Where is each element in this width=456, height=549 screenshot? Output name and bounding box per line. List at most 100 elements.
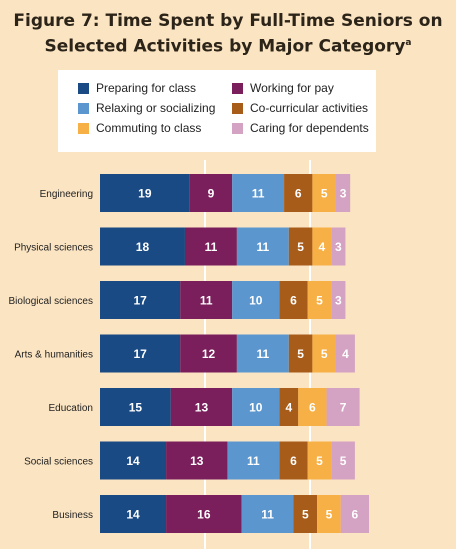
data-label: 3 (335, 240, 342, 254)
data-label: 5 (326, 508, 333, 522)
bar-segment (307, 441, 332, 480)
data-label: 9 (208, 187, 215, 201)
bar-segment (241, 495, 294, 533)
legend-swatch (78, 102, 89, 114)
data-label: 3 (335, 294, 342, 308)
data-label: 15 (129, 401, 143, 415)
legend: Preparing for class Working for pay Relaxi… (58, 70, 376, 152)
data-label: 6 (290, 294, 297, 308)
bar-segment (232, 388, 280, 426)
bar-segment (279, 441, 308, 480)
data-label: 11 (247, 454, 260, 468)
bar-segment (331, 281, 346, 319)
data-label: 11 (200, 294, 213, 308)
bar-segment (317, 495, 341, 533)
legend-item: Caring for dependents (232, 120, 369, 136)
data-label: 7 (340, 401, 347, 415)
data-label: 5 (297, 347, 304, 361)
category-label: Business (52, 510, 93, 521)
bar-segment (232, 174, 285, 212)
legend-item: Co-curricular activities (232, 100, 368, 116)
category-label: Physical sciences (14, 243, 93, 254)
data-label: 5 (316, 454, 323, 468)
legend-swatch (232, 122, 243, 134)
legend-swatch (78, 82, 89, 94)
bar-segment (331, 227, 346, 266)
legend-label: Preparing for class (96, 81, 197, 95)
category-label: Engineering (40, 189, 93, 200)
category-label: Education (49, 403, 93, 414)
data-label: 11 (256, 240, 269, 254)
bar-segment (170, 388, 233, 426)
bar-segment (166, 441, 228, 480)
bar-segment (100, 388, 171, 426)
data-label: 10 (249, 294, 263, 308)
legend-label: Commuting to class (96, 121, 202, 135)
legend-label: Caring for dependents (250, 121, 369, 135)
legend-label: Co-curricular activities (250, 101, 369, 115)
data-label: 5 (302, 508, 309, 522)
bar-segment (326, 388, 360, 426)
bar-segment (288, 334, 313, 373)
bar-segment (166, 495, 242, 533)
data-label: 17 (133, 347, 147, 361)
bar-segment (288, 227, 313, 266)
legend-swatch (232, 82, 243, 94)
bar-segment (100, 441, 167, 480)
bar-segment (312, 227, 332, 266)
category-label: Biological sciences (9, 296, 94, 307)
data-label: 4 (342, 347, 349, 361)
data-label: 6 (309, 401, 316, 415)
data-label: 3 (340, 187, 347, 201)
data-label: 13 (195, 401, 209, 415)
title-footnote-marker: a (405, 38, 412, 48)
data-label: 13 (190, 454, 204, 468)
data-label: 5 (340, 454, 347, 468)
bar-segment (293, 495, 318, 533)
category-label: Arts & humanities (15, 350, 93, 361)
bar-segment (298, 388, 327, 426)
bar-segment (180, 281, 233, 319)
legend-swatch (232, 102, 243, 114)
data-label: 6 (290, 454, 297, 468)
chart-title: Figure 7: Time Spent by Full-Time Senior… (0, 10, 456, 58)
legend-item: Relaxing or socializing (78, 100, 215, 116)
bar-segment (279, 388, 299, 426)
bar-segment (100, 227, 185, 266)
bar-segment (331, 441, 355, 480)
bar-segment (180, 334, 237, 373)
data-label: 16 (197, 508, 211, 522)
bar-segment (189, 174, 233, 212)
chart-title-text: Figure 7: Time Spent by Full-Time Senior… (13, 11, 443, 57)
bar-segment (312, 334, 336, 373)
data-label: 19 (138, 187, 152, 201)
data-label: 5 (321, 347, 328, 361)
data-label: 4 (285, 401, 292, 415)
bar-segment (100, 495, 167, 533)
bar-segment (100, 281, 181, 319)
data-label: 6 (352, 508, 359, 522)
data-label: 11 (252, 187, 265, 201)
data-label: 5 (316, 294, 323, 308)
data-label: 5 (321, 187, 328, 201)
bar-segment (336, 174, 351, 212)
legend-item: Working for pay (232, 80, 334, 96)
legend-item: Commuting to class (78, 120, 201, 136)
data-label: 10 (249, 401, 263, 415)
legend-label: Working for pay (250, 81, 334, 95)
bar-segment (284, 174, 313, 212)
bar-segment (336, 334, 355, 373)
data-label: 11 (256, 347, 269, 361)
bar-segment (236, 334, 289, 373)
data-label: 14 (126, 454, 140, 468)
legend-label: Relaxing or socializing (96, 101, 216, 115)
data-label: 11 (205, 240, 218, 254)
bar-segment (307, 281, 332, 319)
data-label: 11 (261, 508, 274, 522)
bar-segment (227, 441, 280, 480)
data-label: 17 (133, 294, 147, 308)
data-label: 5 (297, 240, 304, 254)
data-label: 18 (136, 240, 150, 254)
bar-segment (312, 174, 336, 212)
